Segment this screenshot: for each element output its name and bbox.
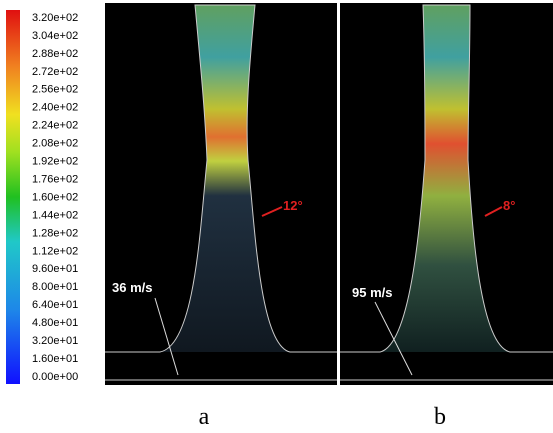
colorbar-label: 2.24e+02 [32, 120, 78, 132]
colorbar-label: 2.88e+02 [32, 48, 78, 60]
colorbar-label: 2.56e+02 [32, 84, 78, 96]
colorbar-label: 3.20e+02 [32, 12, 78, 24]
colorbar-label: 1.92e+02 [32, 156, 78, 168]
colorbar-label: 2.72e+02 [32, 66, 78, 78]
pointer [154, 297, 179, 376]
angle-label: 8° [503, 198, 515, 213]
jet-a [105, 4, 337, 353]
colorbar-label: 1.28e+02 [32, 227, 78, 239]
colorbar-label: 1.60e+02 [32, 191, 78, 203]
colorbar-label: 1.76e+02 [32, 173, 78, 185]
speed-label: 95 m/s [352, 285, 392, 300]
caption: a [199, 404, 210, 430]
colorbar-label: 1.60e+01 [32, 353, 78, 365]
colorbar-label: 8.00e+01 [32, 281, 78, 293]
colorbar-label: 3.04e+02 [32, 30, 78, 42]
colorbar-label: 3.20e+01 [32, 335, 78, 347]
colorbar-label: 1.44e+02 [32, 209, 78, 221]
pointer [374, 301, 413, 376]
caption: b [434, 404, 446, 430]
colorbar-label: 9.60e+01 [32, 263, 78, 275]
colorbar-label: 4.80e+01 [32, 317, 78, 329]
colorbar-label: 2.08e+02 [32, 138, 78, 150]
colorbar [6, 10, 20, 384]
arrow [261, 206, 283, 217]
speed-label: 36 m/s [112, 280, 152, 295]
arrow [484, 206, 503, 217]
colorbar-label: 6.40e+01 [32, 299, 78, 311]
colorbar-label: 1.12e+02 [32, 245, 78, 257]
colorbar-label: 0.00e+00 [32, 371, 78, 383]
jet-b [340, 4, 553, 353]
angle-label: 12° [283, 198, 303, 213]
colorbar-label: 2.40e+02 [32, 102, 78, 114]
